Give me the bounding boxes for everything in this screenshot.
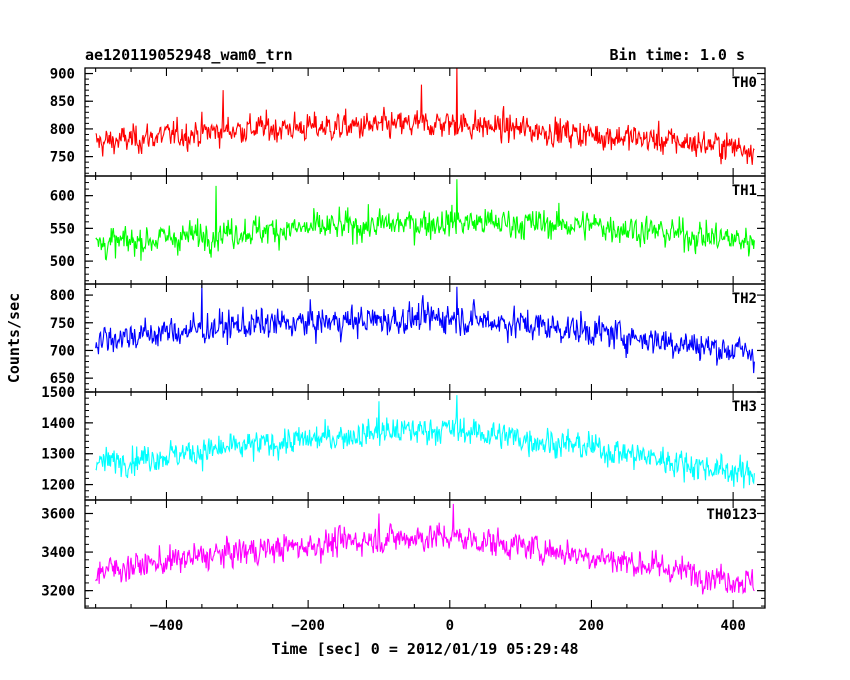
x-axis-label: Time [sec] 0 = 2012/01/19 05:29:48: [271, 640, 578, 658]
panel-frame-th0123: [84, 499, 766, 609]
y-tick-label: 700: [50, 343, 75, 359]
y-tick-label: 600: [50, 189, 75, 205]
y-tick-label: 3400: [41, 545, 75, 561]
panel-label-th0: TH0: [732, 75, 757, 91]
y-tick-label: 900: [50, 67, 75, 83]
y-tick-label: 550: [50, 221, 75, 237]
x-tick-label: −400: [150, 618, 184, 634]
x-tick-label: −200: [291, 618, 325, 634]
y-tick-label: 750: [50, 316, 75, 332]
bin-time-label: Bin time: 1.0 s: [610, 46, 745, 64]
y-tick-label: 3600: [41, 507, 75, 523]
y-tick-label: 3200: [41, 584, 75, 600]
panel-frame-th3: [84, 391, 766, 501]
y-tick-label: 850: [50, 94, 75, 110]
x-tick-label: 0: [446, 618, 454, 634]
panel-label-th1: TH1: [732, 183, 757, 199]
y-tick-label: 800: [50, 288, 75, 304]
series-line-th0123: [95, 503, 755, 595]
y-tick-label: 1200: [41, 478, 75, 494]
x-tick-label: 200: [579, 618, 604, 634]
series-line-th2: [95, 284, 755, 374]
panel-label-th0123: TH0123: [706, 507, 757, 523]
x-tick-label: 400: [720, 618, 745, 634]
y-tick-label: 500: [50, 254, 75, 270]
series-line-th1: [95, 179, 755, 261]
y-axis-label: Counts/sec: [5, 293, 23, 383]
y-tick-label: 650: [50, 371, 75, 387]
y-tick-label: 1400: [41, 416, 75, 432]
y-tick-label: 800: [50, 122, 75, 138]
y-tick-label: 1500: [41, 385, 75, 401]
series-line-th0: [95, 68, 755, 165]
panel-label-th2: TH2: [732, 291, 757, 307]
panel-label-th3: TH3: [732, 399, 757, 415]
series-line-th3: [95, 395, 755, 489]
y-tick-label: 750: [50, 150, 75, 166]
chart-title: ae120119052948_wam0_trn: [85, 46, 293, 64]
panels-group: 750 800 850 900 TH0 500 550 600 TH1 650 700 750 800 T…: [41, 67, 766, 634]
y-tick-label: 1300: [41, 447, 75, 463]
